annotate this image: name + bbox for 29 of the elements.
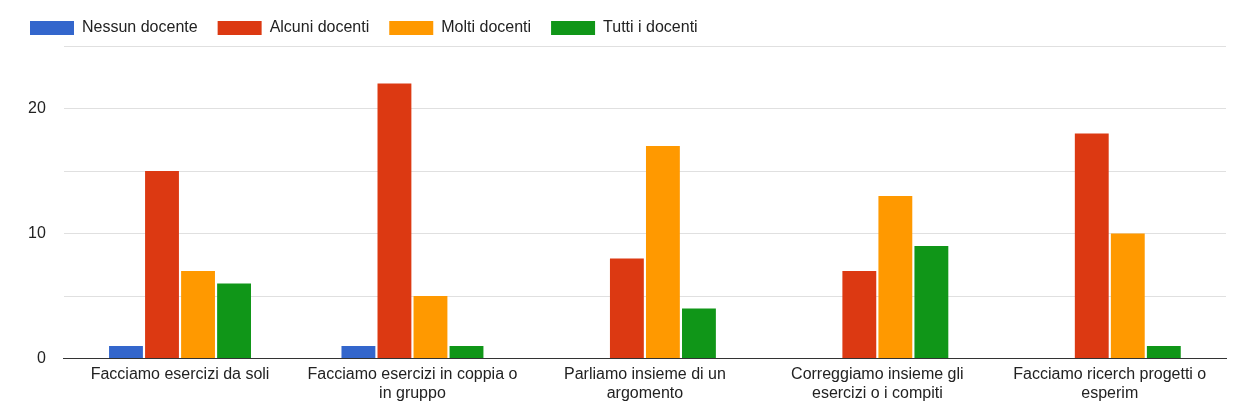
- bar: [682, 308, 716, 359]
- legend-label: Nessun docente: [82, 18, 198, 36]
- bar: [145, 171, 179, 359]
- bar: [1110, 233, 1145, 359]
- x-tick-label: Correggiamo insieme gli esercizi o i compiti: [791, 364, 964, 401]
- bar: [109, 346, 143, 359]
- y-tick-label: 10: [28, 223, 46, 241]
- bar: [609, 258, 644, 359]
- x-tick-label: Parliamo insieme di un argomento: [563, 364, 726, 401]
- y-tick-label: 0: [36, 349, 46, 367]
- bar: [449, 346, 484, 359]
- x-tick-label: Facciamo esercizi da soli: [90, 364, 270, 382]
- bar: [413, 296, 448, 359]
- bar: [878, 196, 913, 359]
- bar: [842, 271, 877, 359]
- bar: [217, 283, 251, 359]
- legend-label: Tutti i docenti: [603, 18, 698, 36]
- bar: [181, 271, 215, 359]
- bar: [377, 83, 412, 359]
- bar: [1146, 346, 1181, 359]
- y-tick-label: 20: [28, 98, 46, 116]
- legend-label: Alcuni docenti: [269, 18, 370, 36]
- legend-label: Molti docenti: [441, 18, 532, 36]
- x-tick-label: Facciamo esercizi in coppia o in gruppo: [307, 364, 518, 401]
- bar: [1074, 133, 1109, 359]
- bar: [914, 246, 949, 359]
- bar: [645, 146, 680, 359]
- x-tick-label: Facciamo ricerch progetti o esperim: [1013, 364, 1207, 401]
- bar: [341, 346, 376, 359]
